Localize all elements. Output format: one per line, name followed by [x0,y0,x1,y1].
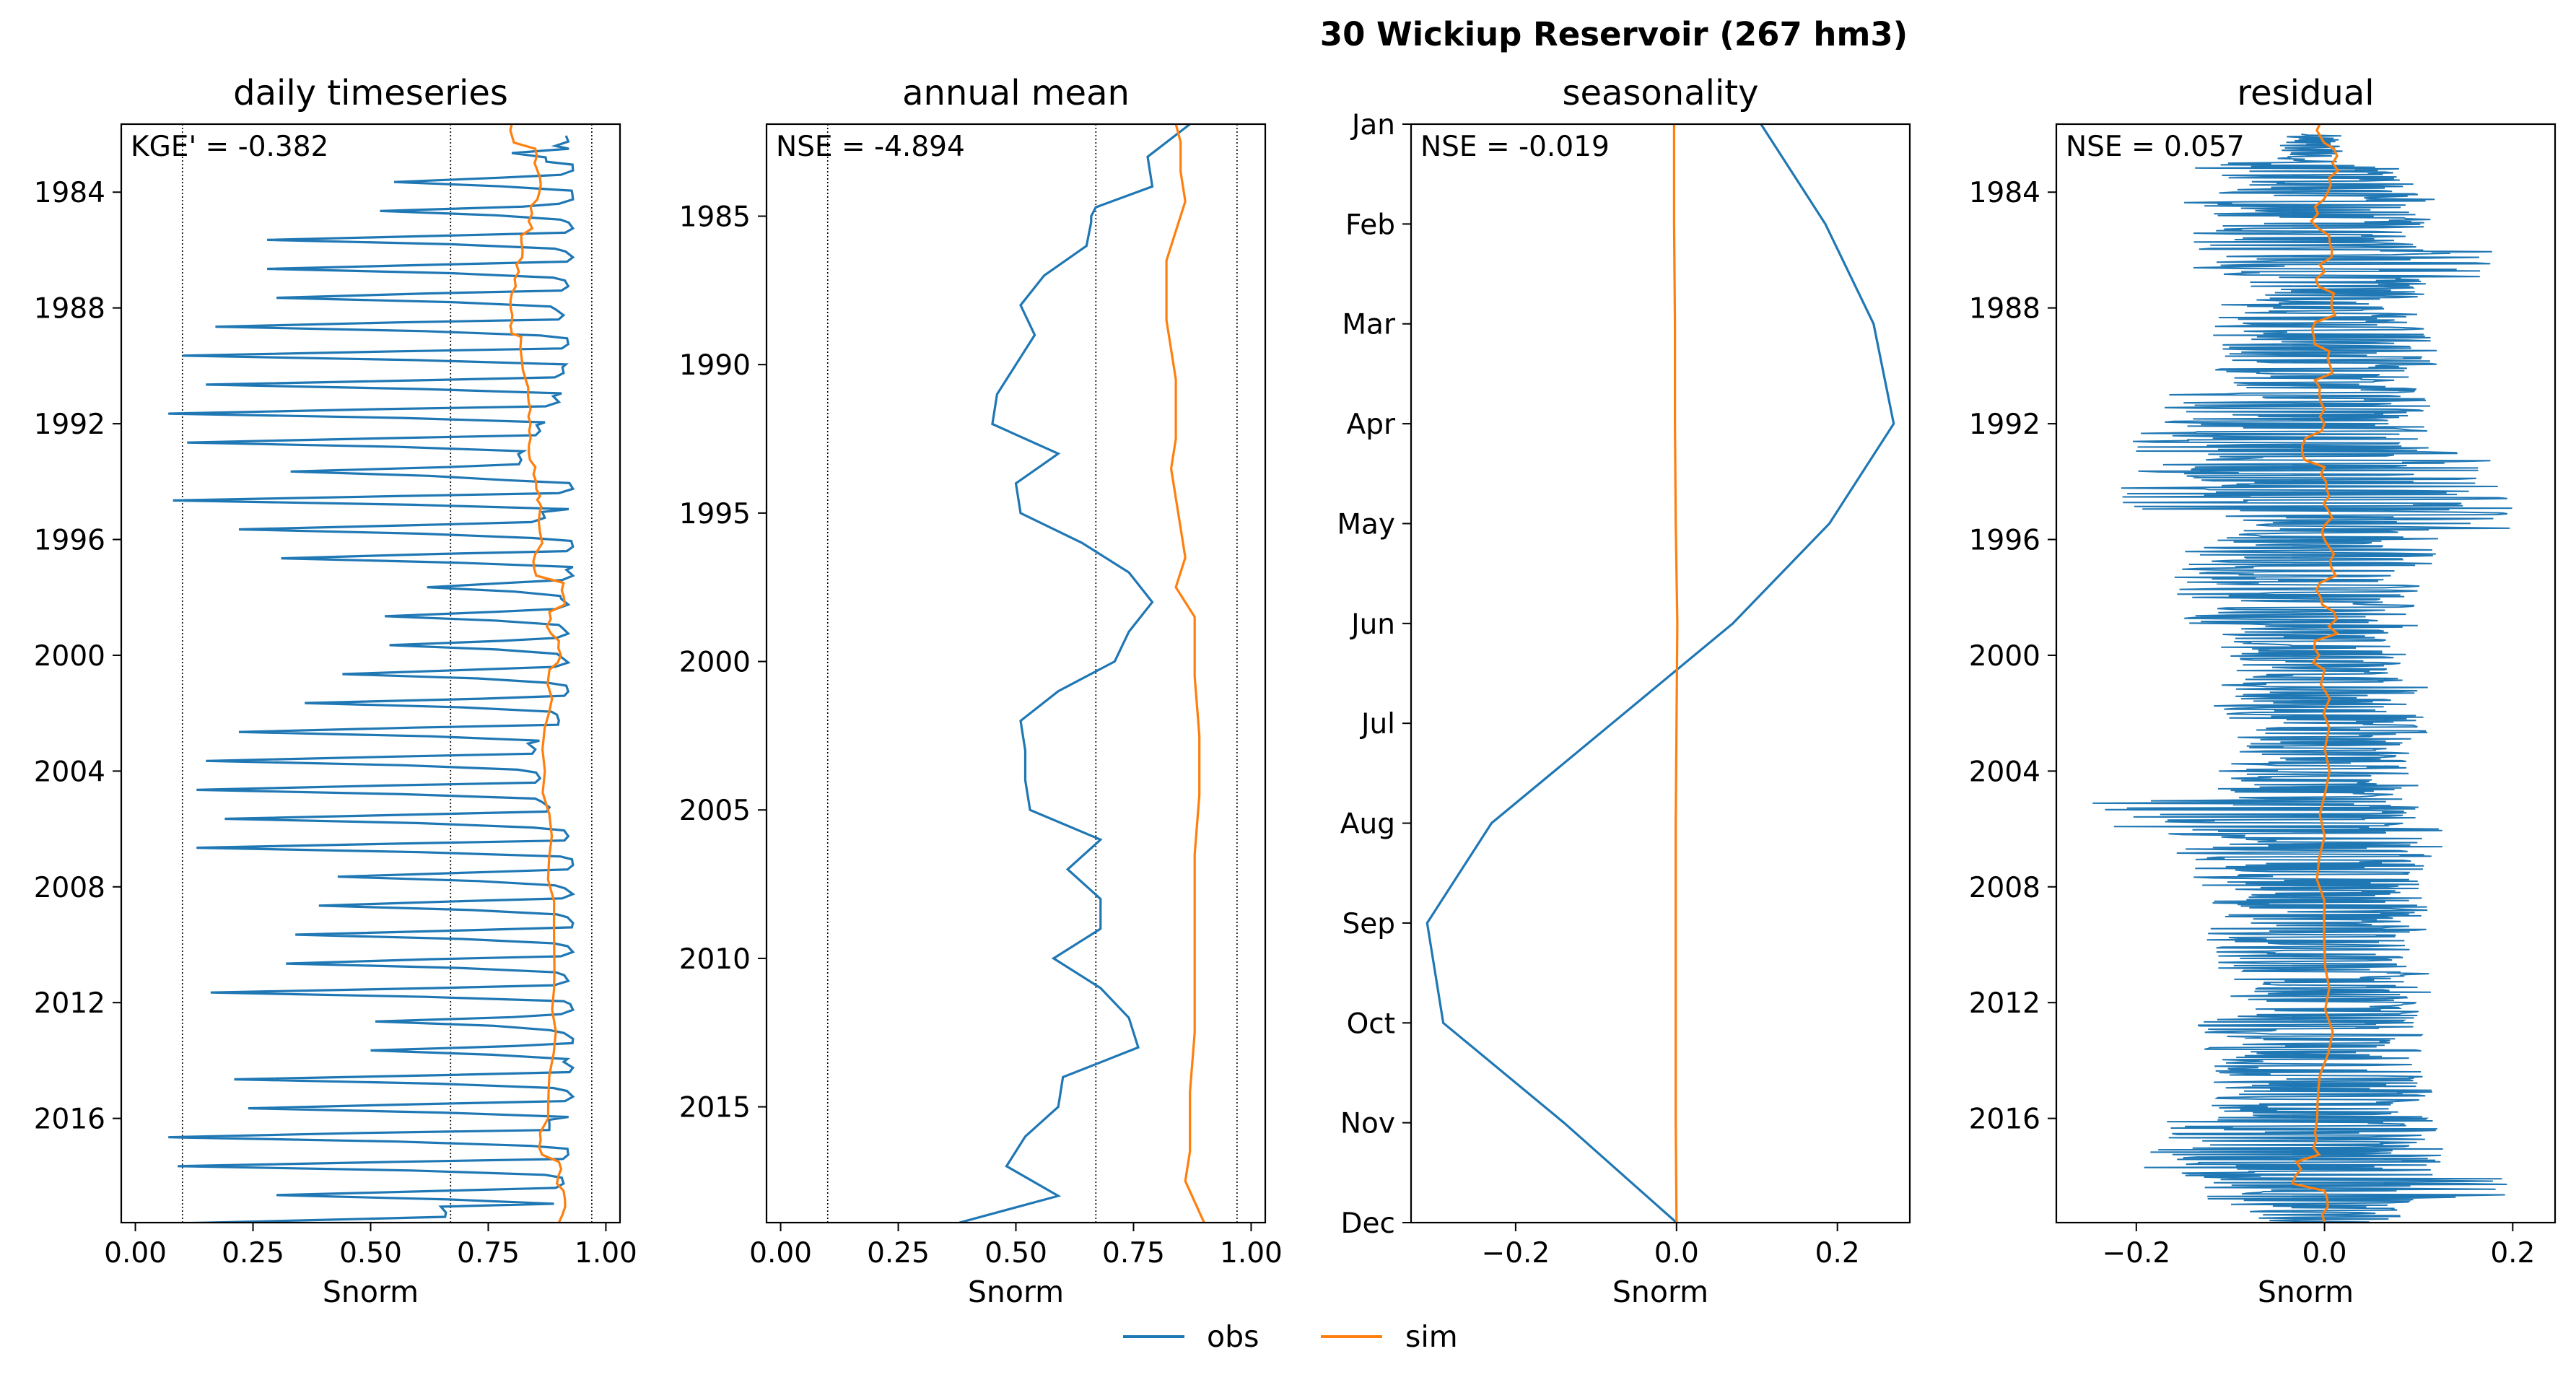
metric-annotation: NSE = -0.019 [1420,131,1610,163]
y-tick-label: 1988 [34,293,105,326]
series-obs-line [2092,134,2512,1223]
y-tick-label: Aug [1340,808,1395,841]
series-sim-line [509,124,567,1223]
series-sim-line [2290,124,2340,1223]
panel-annual-mean: annual mean 0.00 0.25 0.50 0.75 1.00 1985 1990 1… [679,73,1283,1309]
y-tick-label: Jun [1349,608,1395,641]
y-tick-label: May [1337,508,1395,541]
x-axis-label: Snorm [323,1275,419,1309]
series-obs-line [959,124,1191,1223]
legend: obs sim [1123,1319,1458,1354]
x-tick-label: 0.75 [457,1237,520,1270]
panel-title: seasonality [1562,73,1758,113]
series-obs-line [161,135,576,1223]
y-tick-label: Jan [1350,109,1395,141]
figure-suptitle: 30 Wickiup Reservoir (267 hm3) [1320,15,1908,53]
y-tick-label: Oct [1347,1008,1395,1040]
x-tick-label: 1.00 [575,1237,637,1270]
y-tick-label: 2005 [679,795,751,827]
y-tick-label: Mar [1342,309,1396,341]
plot-area [161,124,593,1223]
x-axis-label: Snorm [968,1275,1064,1309]
panel-title: annual mean [902,73,1130,113]
x-tick-label: −0.2 [2102,1237,2170,1270]
x-tick-label: 0.00 [104,1237,167,1270]
y-tick-label: 2000 [34,640,105,673]
y-tick-label: 2010 [679,943,751,976]
panel-daily-timeseries: daily timeseries 0.00 0.25 0.50 0.75 1.00 1984… [34,73,637,1309]
x-tick-label: 0.00 [749,1237,812,1270]
metric-annotation: KGE' = -0.382 [131,131,328,163]
x-tick-label: 0.2 [1815,1237,1860,1270]
y-tick-label: 1992 [1969,408,2040,441]
y-tick-label: Nov [1340,1108,1395,1140]
y-tick-label: 1992 [34,408,105,441]
x-tick-label: 1.00 [1220,1237,1283,1270]
y-tick-label: 2004 [1969,756,2040,788]
y-tick-label: 2008 [34,872,105,904]
panel-title: daily timeseries [233,73,508,113]
y-tick-label: 2016 [34,1104,105,1136]
panel-residual: residual −0.2 0.0 0.2 1984 1988 1992 1996 2000 20… [1969,73,2557,1309]
x-tick-label: 0.25 [867,1237,930,1270]
panel-seasonality: seasonality −0.2 0.0 0.2 Jan Feb Mar Apr May Jun J… [1337,73,1911,1309]
x-tick-label: 0.0 [2302,1237,2347,1270]
x-tick-label: 0.50 [339,1237,402,1270]
x-tick-label: −0.2 [1482,1237,1550,1270]
x-axis-label: Snorm [1612,1275,1708,1309]
plot-frame [2055,123,2557,1224]
plot-frame [1410,123,1911,1224]
y-tick-label: 2012 [1969,987,2040,1020]
y-tick-label: Feb [1345,209,1395,241]
x-axis-label: Snorm [2258,1275,2354,1309]
x-tick-label: 0.50 [984,1237,1047,1270]
legend-obs-label: obs [1207,1319,1259,1354]
metric-annotation: NSE = -4.894 [776,131,965,163]
panel-title: residual [2237,73,2374,113]
y-tick-label: 2000 [1969,640,2040,673]
y-tick-label: 2012 [34,987,105,1020]
metric-annotation: NSE = 0.057 [2066,131,2245,163]
plot-area [826,124,1238,1223]
plot-area [2092,124,2512,1223]
legend-sim-label: sim [1405,1319,1458,1354]
y-tick-label: 2004 [34,756,105,788]
x-tick-label: 0.2 [2490,1237,2535,1270]
series-obs-line [1425,124,1895,1223]
series-sim-line [1165,124,1205,1223]
plot-area [1425,124,1895,1223]
y-tick-label: 1995 [679,498,751,530]
y-tick-label: 1984 [1969,177,2040,209]
y-tick-label: Dec [1341,1207,1395,1240]
y-tick-label: 1996 [34,525,105,557]
x-tick-label: 0.25 [222,1237,284,1270]
y-tick-label: 1990 [679,349,751,382]
y-tick-label: 1996 [1969,525,2040,557]
y-tick-label: 2008 [1969,872,2040,904]
y-tick-label: Sep [1342,908,1395,940]
y-tick-label: 2000 [679,647,751,679]
y-tick-label: 1984 [34,177,105,209]
y-tick-label: 1985 [679,201,751,234]
y-tick-label: 2015 [679,1092,751,1124]
y-tick-label: 2016 [1969,1104,2040,1136]
y-tick-label: Apr [1347,408,1396,441]
x-tick-label: 0.75 [1102,1237,1165,1270]
series-sim-line [1672,124,1679,1223]
y-tick-label: Jul [1359,708,1395,740]
x-tick-label: 0.0 [1654,1237,1699,1270]
y-tick-label: 1988 [1969,293,2040,326]
